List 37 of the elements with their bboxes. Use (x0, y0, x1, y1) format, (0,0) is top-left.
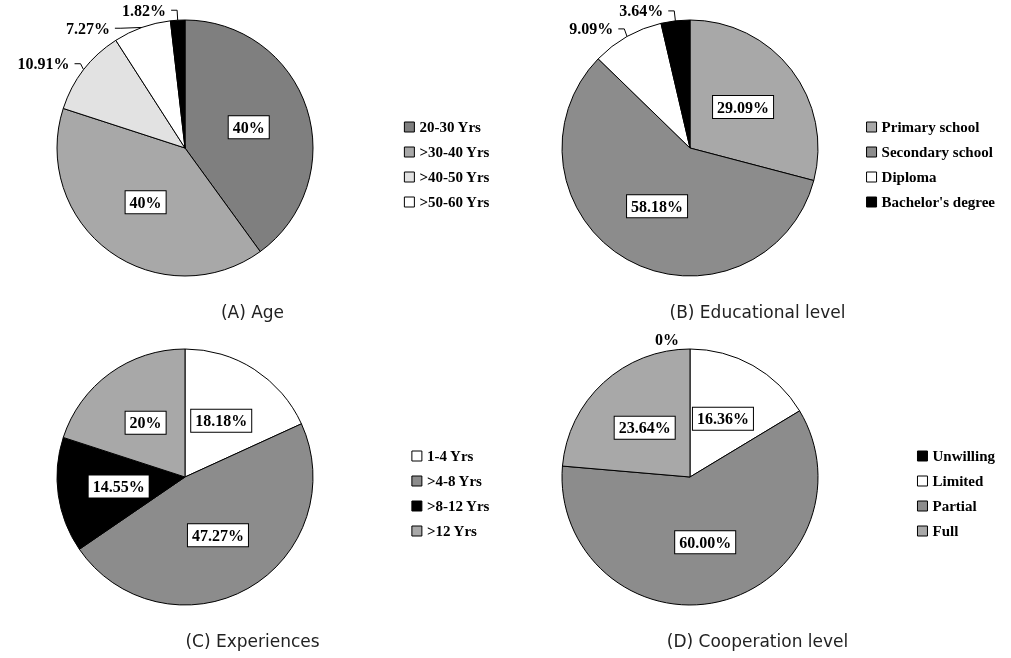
legend-label: 20-30 Yrs (419, 119, 482, 135)
legend-label: Full (932, 523, 959, 539)
data-label: 1.82% (122, 1, 167, 19)
text: (C) Experiences (185, 630, 320, 651)
data-label: 16.36% (696, 410, 749, 428)
data-label: 18.18% (195, 412, 248, 430)
text: 0% (655, 330, 679, 348)
data-label: 14.55% (92, 478, 145, 496)
data-label: 40% (232, 118, 265, 136)
data-label: 23.64% (618, 419, 671, 437)
legend-label: Secondary school (881, 144, 993, 160)
legend-label: >8-12 Yrs (426, 498, 490, 514)
legend-label: Partial (932, 498, 977, 514)
legend-label: Bachelor's degree (881, 194, 996, 210)
data-label: 29.09% (717, 98, 770, 116)
legend-label: >30-40 Yrs (419, 144, 490, 160)
legend-label: Diploma (881, 169, 938, 185)
text: (B) Educational level (669, 301, 846, 322)
data-label: 20% (129, 414, 162, 432)
legend-label: Limited (932, 473, 984, 489)
legend-label: >50-60 Yrs (419, 194, 490, 210)
legend-label: Unwilling (932, 448, 996, 464)
data-label: 7.27% (65, 19, 110, 37)
data-label: 60.00% (679, 533, 732, 551)
data-label: 47.27% (191, 526, 244, 544)
text: (D) Cooperation level (666, 630, 849, 651)
legend-label: >4-8 Yrs (426, 473, 483, 489)
data-label: 9.09% (569, 20, 614, 38)
data-label: 40% (129, 193, 162, 211)
legend-label: >12 Yrs (426, 523, 478, 539)
legend-label: Primary school (881, 119, 980, 135)
text: (A) Age (220, 301, 285, 322)
legend-label: 1-4 Yrs (426, 448, 474, 464)
legend-label: >40-50 Yrs (419, 169, 490, 185)
data-label: 58.18% (631, 197, 684, 215)
data-label: 10.91% (17, 55, 70, 73)
data-label: 3.64% (619, 2, 664, 20)
